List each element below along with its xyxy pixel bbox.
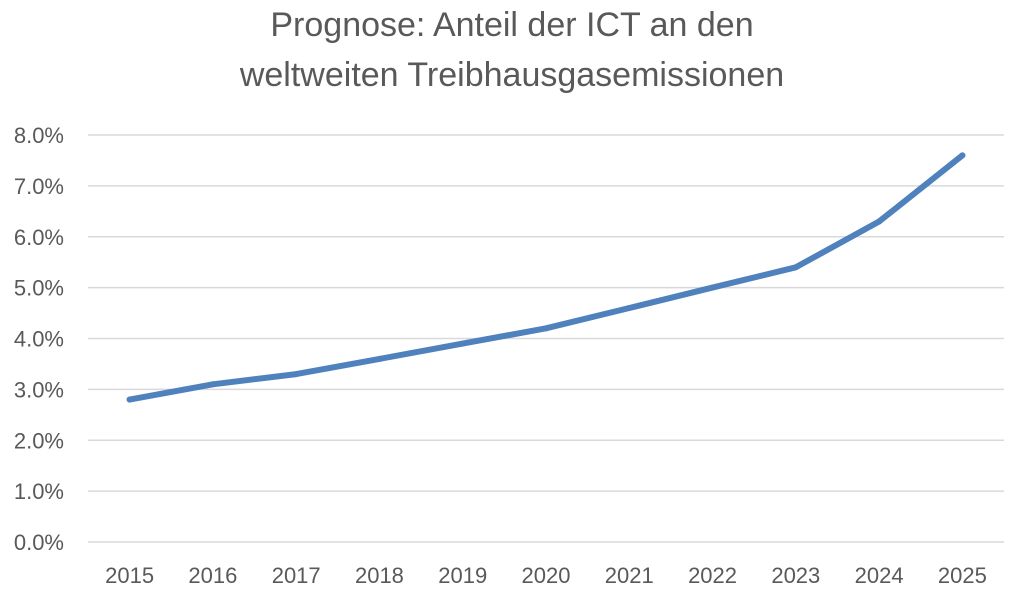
data-point bbox=[959, 152, 966, 159]
data-point bbox=[376, 355, 383, 362]
data-point bbox=[543, 325, 549, 332]
y-tick-label: 3.0% bbox=[14, 377, 64, 402]
chart-title-line-1: Prognose: Anteil der ICT an den bbox=[270, 6, 754, 44]
gridlines bbox=[88, 134, 1004, 543]
data-point bbox=[459, 340, 466, 347]
x-tick-label: 2024 bbox=[855, 563, 904, 588]
x-tick-label: 2015 bbox=[105, 563, 154, 588]
x-tick-label: 2022 bbox=[688, 563, 737, 588]
y-axis-tick-labels: 0.0% 1.0% 2.0% 3.0% 4.0% 5.0% 6.0% 7.0% 8.0% bbox=[14, 123, 64, 555]
y-tick-label: 1.0% bbox=[14, 479, 64, 504]
x-tick-label: 2020 bbox=[522, 563, 571, 588]
data-point bbox=[792, 264, 799, 271]
x-tick-label: 2016 bbox=[188, 563, 237, 588]
x-tick-label: 2017 bbox=[272, 563, 321, 588]
y-tick-label: 5.0% bbox=[14, 276, 64, 301]
x-tick-label: 2025 bbox=[938, 563, 987, 588]
data-point bbox=[209, 381, 216, 388]
y-tick-label: 6.0% bbox=[14, 225, 64, 250]
data-point bbox=[709, 284, 716, 291]
y-tick-label: 4.0% bbox=[14, 327, 64, 352]
x-tick-label: 2018 bbox=[355, 563, 404, 588]
x-tick-label: 2023 bbox=[771, 563, 820, 588]
y-tick-label: 0.0% bbox=[14, 530, 64, 555]
chart-title-line-2: weltweiten Treibhausgasemissionen bbox=[239, 56, 785, 94]
y-tick-label: 8.0% bbox=[14, 123, 64, 148]
data-point bbox=[293, 371, 300, 378]
y-tick-label: 7.0% bbox=[14, 174, 64, 199]
data-point bbox=[626, 304, 633, 311]
y-tick-label: 2.0% bbox=[14, 428, 64, 453]
x-axis-tick-labels: 2015 2016 2017 2018 2019 2020 2021 2022 2023 2024… bbox=[105, 563, 987, 588]
series-layer bbox=[126, 152, 966, 403]
x-tick-label: 2019 bbox=[438, 563, 487, 588]
data-point bbox=[876, 218, 883, 225]
x-tick-label: 2021 bbox=[605, 563, 654, 588]
data-point bbox=[126, 396, 133, 403]
series-line bbox=[126, 152, 966, 403]
